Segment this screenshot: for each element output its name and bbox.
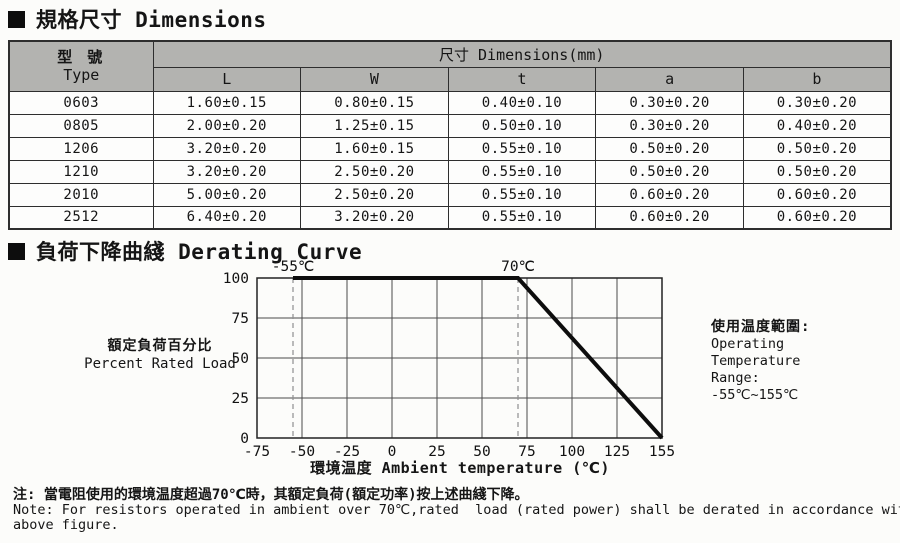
dimension-cell: 0.55±0.10 (447, 205, 597, 230)
dimension-cell: 0.60±0.20 (595, 182, 744, 207)
dimension-cell: 3.20±0.20 (152, 136, 302, 161)
table-row-0805: 0805 2.00±0.20 1.25±0.15 0.50±0.10 0.30±0.20… (8, 113, 892, 138)
dimension-cell: 1.25±0.15 (300, 113, 449, 138)
type-cell: 2010 (8, 182, 154, 207)
section-title-text: 規格尺寸 Dimensions (36, 8, 267, 32)
table-row-2010: 2010 5.00±0.20 2.50±0.20 0.55±0.10 0.60±0.20… (8, 182, 892, 207)
dimension-cell: 2.50±0.20 (300, 182, 449, 207)
col-header-b: b (742, 66, 892, 92)
dimension-cell: 0.55±0.10 (447, 182, 597, 207)
type-column-header: 型 號 Type (8, 40, 154, 92)
dimension-cell: 6.40±0.20 (152, 205, 302, 230)
table-row-1206: 1206 3.20±0.20 1.60±0.15 0.55±0.10 0.50±0.20… (8, 136, 892, 161)
side-note-line: Operating (711, 336, 785, 352)
dimension-cell: 0.60±0.20 (742, 205, 892, 230)
footnote: 注: 當電阻使用的環境温度超過70℃時，其額定負荷(額定功率)按上述曲綫下降。 … (13, 488, 900, 533)
col-header-t: t (447, 66, 597, 92)
section-title-text: 負荷下降曲綫 Derating Curve (36, 240, 363, 264)
footnote-line-zh: 注: 當電阻使用的環境温度超過70℃時，其額定負荷(額定功率)按上述曲綫下降。 (13, 487, 529, 503)
dimension-cell: 2.50±0.20 (300, 159, 449, 184)
section-title-dimensions: 規格尺寸 Dimensions (8, 4, 267, 34)
side-note-line: Range: (711, 370, 760, 386)
y-tick-label: 75 (232, 311, 249, 327)
table-row-1210: 1210 3.20±0.20 2.50±0.20 0.55±0.10 0.50±0.20… (8, 159, 892, 184)
table-row-2512: 2512 6.40±0.20 3.20±0.20 0.55±0.10 0.60±0.20… (8, 205, 892, 230)
operating-temperature-range-note: 使用温度範圍: Operating Temperature Range: -55℃~15… (711, 319, 810, 404)
dimension-cell: 0.30±0.20 (595, 90, 744, 115)
y-tick-label: 0 (240, 431, 249, 447)
dimension-cell: 3.20±0.20 (300, 205, 449, 230)
dimension-cell: 5.00±0.20 (152, 182, 302, 207)
section-bullet-icon (8, 10, 25, 28)
dimension-cell: 1.60±0.15 (152, 90, 302, 115)
type-cell: 0805 (8, 113, 154, 138)
x-tick-label: 25 (428, 444, 445, 460)
x-tick-label: 100 (559, 444, 585, 460)
y-axis-title: 額定負荷百分比 Percent Rated Load (84, 338, 236, 372)
x-axis-title: 環境温度 Ambient temperature (℃) (310, 459, 610, 477)
dimension-cell: 0.30±0.20 (742, 90, 892, 115)
dimension-cell: 0.55±0.10 (447, 159, 597, 184)
x-tick-label: 155 (649, 444, 674, 460)
dimension-cell: 0.60±0.20 (742, 182, 892, 207)
side-note-line: -55℃~155℃ (711, 387, 799, 403)
col-header-a: a (595, 66, 744, 92)
x-tick-label: 50 (473, 444, 490, 460)
col-header-L: L (152, 66, 302, 92)
section-bullet-icon (8, 242, 25, 260)
dimension-cell: 0.50±0.20 (595, 136, 744, 161)
derating-chart: -55℃ 70℃ -75 -50 -25 0 25 50 75 100 125 155 0 25 50 75 1… (223, 259, 674, 460)
dimension-cell: 0.50±0.20 (742, 159, 892, 184)
section-title-derating: 負荷下降曲綫 Derating Curve (8, 236, 362, 266)
dimension-cell: 2.00±0.20 (152, 113, 302, 138)
type-cell: 2512 (8, 205, 154, 230)
y-tick-label: 100 (223, 271, 249, 287)
dimension-cell: 1.60±0.15 (300, 136, 449, 161)
type-header-en: Type (63, 66, 100, 85)
annotation-label: 70℃ (501, 259, 535, 275)
dimensions-header: 尺寸 Dimensions(mm) (152, 40, 892, 68)
dimension-cell: 0.55±0.10 (447, 136, 597, 161)
dimension-cell: 0.50±0.20 (595, 159, 744, 184)
y-tick-label: 50 (232, 351, 249, 367)
dimension-cell: 0.60±0.20 (595, 205, 744, 230)
type-cell: 1206 (8, 136, 154, 161)
footnote-line-en: Note: For resistors operated in ambient … (13, 502, 900, 518)
type-cell: 0603 (8, 90, 154, 115)
footnote-line-en: above figure. (13, 517, 119, 533)
x-tick-label: -50 (289, 444, 315, 460)
annotation-label: -55℃ (272, 259, 314, 275)
x-tick-label: -25 (334, 444, 360, 460)
side-note-line: 使用温度範圍: (711, 319, 811, 335)
type-header-zh: 型 號 (57, 48, 106, 67)
dimension-cell: 0.50±0.10 (447, 113, 597, 138)
dimension-cell: 3.20±0.20 (152, 159, 302, 184)
table-row-0603: 0603 1.60±0.15 0.80±0.15 0.40±0.10 0.30±0.20… (8, 90, 892, 115)
y-tick-label: 25 (232, 391, 249, 407)
dimension-cell: 0.80±0.15 (300, 90, 449, 115)
dimension-cell: 0.30±0.20 (595, 113, 744, 138)
col-header-W: W (300, 66, 449, 92)
x-tick-label: 125 (604, 444, 630, 460)
derating-curve (293, 276, 664, 440)
x-tick-label: 0 (388, 444, 397, 460)
x-tick-label: 75 (518, 444, 535, 460)
x-tick-label: -75 (244, 444, 270, 460)
dimension-cell: 0.40±0.10 (447, 90, 597, 115)
dimension-cell: 0.50±0.20 (742, 136, 892, 161)
dimension-cell: 0.40±0.20 (742, 113, 892, 138)
side-note-line: Temperature (711, 353, 801, 369)
type-cell: 1210 (8, 159, 154, 184)
